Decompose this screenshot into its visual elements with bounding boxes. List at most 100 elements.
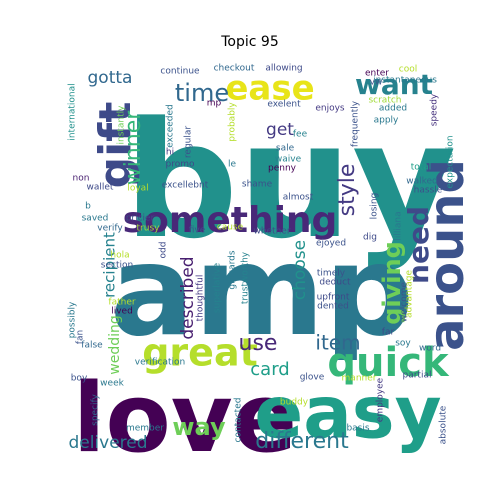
word-style: style — [335, 164, 360, 217]
word-false: false — [81, 341, 103, 351]
word-mp: mp — [207, 99, 222, 109]
word-vw: vw — [370, 78, 383, 88]
word-instantly: instantly — [117, 105, 127, 145]
word-buy: buy — [124, 87, 457, 274]
word-fan: fan — [76, 330, 86, 344]
word-cause: cause — [217, 223, 244, 233]
word-section: section — [101, 261, 133, 271]
word-way: way — [172, 413, 226, 441]
word-around: around — [419, 159, 475, 351]
word-speedy: speedy — [430, 93, 440, 126]
word-father: father — [108, 298, 135, 308]
word-trustworthy: trustworthy — [241, 251, 251, 304]
word-total: total — [411, 163, 432, 173]
word-excellebnt: excellebnt — [162, 181, 209, 191]
word-amp: amp — [110, 219, 414, 364]
word-sale: sale — [276, 144, 295, 154]
word-promo: promo — [166, 160, 195, 170]
word-delivered: delivered — [68, 433, 147, 453]
word-wedding: wedding — [107, 315, 123, 375]
word-apply: apply — [374, 116, 399, 126]
word-losing: losing — [370, 193, 380, 220]
word-almost: almost — [283, 193, 314, 203]
word-checkout: checkout — [214, 64, 255, 74]
word-added: added — [379, 104, 407, 114]
word-waive: waive — [275, 155, 302, 165]
word-card: card — [250, 359, 289, 380]
word-upfront: upfront — [317, 293, 350, 303]
word-far: far — [382, 328, 395, 338]
word-basis: basis — [346, 424, 369, 434]
word-continue: continue — [160, 67, 200, 77]
word-easy: easy — [254, 371, 441, 455]
word-buddy: buddy — [280, 398, 309, 408]
word-want: want — [355, 68, 433, 101]
word-different: different — [255, 429, 349, 454]
word-probably: probably — [228, 102, 238, 142]
word-lived: lived — [111, 307, 133, 317]
word-ease: ease — [225, 69, 314, 109]
word-deduct: deduct — [319, 278, 351, 288]
word-regular: regular — [184, 126, 194, 158]
word-great: great — [142, 331, 258, 375]
word-pricier: pricier — [126, 214, 155, 224]
word-saved: saved — [82, 214, 109, 224]
word-described: described — [178, 256, 198, 339]
word-welcome: welcome — [400, 281, 410, 322]
word-fee: fee — [293, 130, 308, 140]
word-hola: hola — [110, 251, 129, 261]
word-instantaneous: instantaneous — [373, 76, 437, 86]
word-manner: manner — [342, 374, 377, 384]
word-dig: dig — [363, 233, 377, 243]
word-loyal: loyal — [127, 184, 148, 194]
word-something: something — [123, 200, 338, 241]
word-superlative: superlative — [213, 262, 223, 313]
word-le: le — [228, 160, 237, 170]
word-word: word — [419, 344, 441, 354]
word-boy: boy — [71, 374, 88, 384]
word-advantage: advantage — [405, 270, 415, 319]
word-giftcards: giftcards — [228, 250, 238, 289]
word-cool: cool — [399, 65, 417, 75]
word-glove: glove — [300, 373, 325, 383]
word-lilliana: lilliana — [394, 211, 404, 240]
word-walked: walked — [406, 177, 438, 187]
word-enter: enter — [365, 69, 389, 79]
word-expectation: expectation — [446, 135, 456, 188]
chart-title: Topic 95 — [221, 34, 279, 50]
word-enjoys: enjoys — [315, 104, 345, 114]
word-week: week — [100, 379, 124, 389]
word-hassle: hassle — [414, 186, 443, 196]
word-frequently: frequently — [351, 100, 361, 147]
word-non: non — [73, 174, 90, 184]
word-winner: winner — [121, 110, 146, 186]
word-five: five — [189, 226, 206, 236]
word-soy: soy — [395, 339, 411, 349]
word-specify: specify — [91, 393, 101, 425]
word-hi: hi — [166, 148, 174, 158]
word-possibly: possibly — [68, 301, 78, 338]
word-exelent: exelent — [267, 100, 301, 110]
word-love: love — [73, 364, 297, 474]
word-international: international — [68, 83, 78, 140]
word-choose: choose — [290, 240, 310, 300]
word-shame: shame — [242, 180, 273, 190]
word-scratch: scratch — [368, 96, 401, 106]
word-thoughtful: thoughtful — [196, 275, 206, 322]
word-employee: employee — [376, 377, 386, 422]
word-exceeded: exceeded — [166, 104, 176, 148]
word-verify: verify — [97, 224, 123, 234]
word-dented: dented — [317, 302, 349, 312]
word-member: member — [126, 424, 164, 434]
word-odd: odd — [159, 242, 169, 259]
word-partial: partial — [403, 371, 432, 381]
word-giving: giving — [378, 241, 406, 325]
word-penny: penny — [268, 164, 297, 174]
word-timely: timely — [317, 269, 346, 279]
word-gotta: gotta — [88, 68, 133, 88]
word-gift: gift — [90, 102, 141, 189]
word-trusy: trusy — [137, 224, 161, 234]
word-whether: whether — [253, 227, 290, 237]
word-verification: verification — [135, 358, 185, 368]
